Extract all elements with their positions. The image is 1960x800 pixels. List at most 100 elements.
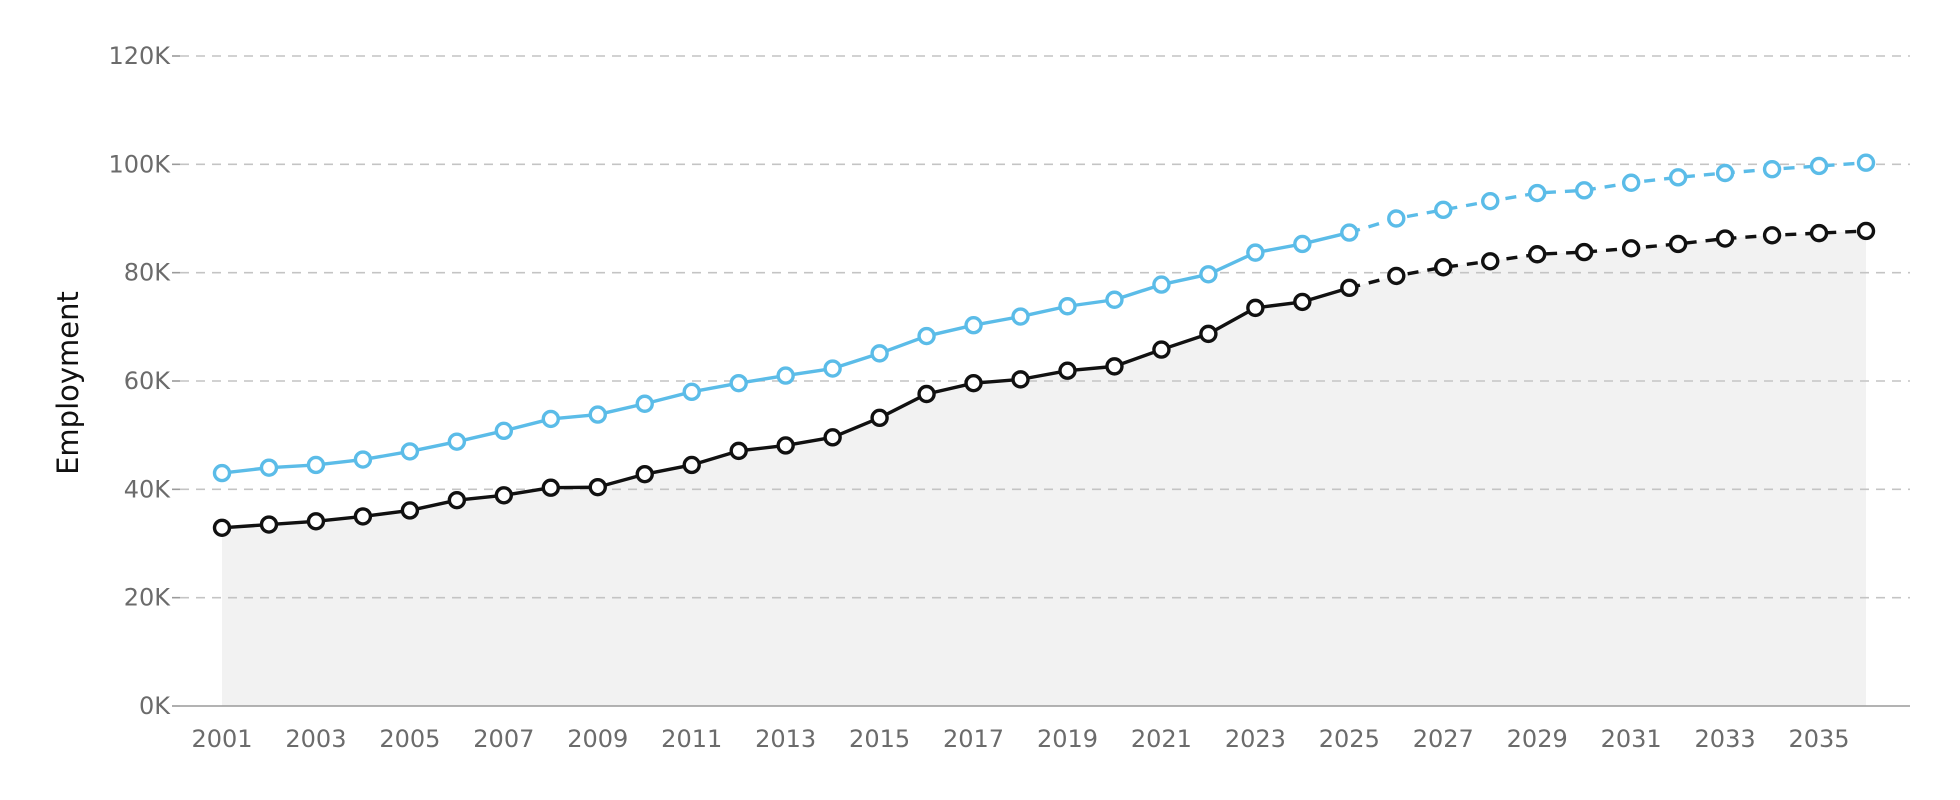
data-point bbox=[400, 442, 420, 461]
data-point bbox=[729, 373, 748, 393]
data-point bbox=[588, 405, 607, 424]
axis-layer: 0K 20K 40K 60K 80K 100K 120K 2001 2003 2005 2007 20… bbox=[108, 42, 1910, 753]
data-point bbox=[729, 441, 748, 461]
data-point bbox=[1621, 239, 1641, 258]
area-fill bbox=[222, 230, 1866, 707]
data-point bbox=[1105, 290, 1124, 309]
data-point bbox=[541, 478, 560, 497]
y-tick-label: 40K bbox=[124, 475, 172, 503]
data-point bbox=[541, 409, 560, 429]
data-point bbox=[1340, 223, 1359, 242]
data-point bbox=[259, 458, 279, 477]
data-point bbox=[682, 382, 701, 402]
data-point bbox=[1481, 252, 1500, 271]
data-point bbox=[1387, 266, 1406, 286]
data-point bbox=[494, 421, 514, 441]
data-point bbox=[1856, 153, 1876, 172]
x-tick-label: 2027 bbox=[1413, 725, 1474, 753]
x-tick-label: 2013 bbox=[755, 725, 816, 753]
data-point bbox=[1715, 163, 1735, 183]
data-point bbox=[1011, 370, 1030, 389]
y-tick-label: 20K bbox=[124, 584, 172, 612]
x-tick-label: 2019 bbox=[1037, 725, 1098, 753]
y-tick-label: 0K bbox=[139, 692, 171, 720]
x-tick-label: 2031 bbox=[1601, 725, 1662, 753]
data-point bbox=[823, 428, 842, 447]
data-point bbox=[1152, 275, 1171, 294]
x-tick-label: 2023 bbox=[1225, 725, 1286, 753]
data-point bbox=[1715, 229, 1735, 248]
data-point bbox=[1058, 361, 1077, 380]
data-point bbox=[1481, 191, 1500, 211]
x-tick-label: 2003 bbox=[285, 725, 346, 753]
data-point bbox=[1668, 234, 1688, 254]
y-axis-label: Employment bbox=[51, 291, 85, 475]
data-point bbox=[1434, 200, 1453, 220]
x-tick-label: 2021 bbox=[1131, 725, 1192, 753]
x-tick-label: 2017 bbox=[943, 725, 1004, 753]
x-tick-label: 2015 bbox=[849, 725, 910, 753]
data-point bbox=[1011, 307, 1030, 326]
data-point bbox=[1340, 278, 1359, 298]
data-point bbox=[212, 518, 232, 537]
data-point bbox=[353, 450, 373, 469]
data-point bbox=[1762, 226, 1782, 245]
data-point bbox=[1762, 160, 1782, 179]
data-point bbox=[1809, 156, 1829, 176]
data-point bbox=[1621, 173, 1641, 192]
area-layer bbox=[222, 230, 1866, 707]
data-point bbox=[494, 486, 514, 505]
data-point bbox=[917, 384, 936, 404]
data-point bbox=[964, 316, 983, 335]
series-line-projected bbox=[1348, 161, 1867, 235]
data-point bbox=[823, 359, 842, 378]
data-point bbox=[1199, 265, 1218, 284]
series-layer bbox=[212, 153, 1876, 537]
x-tick-label: 2011 bbox=[661, 725, 722, 753]
series-2 bbox=[212, 221, 1876, 537]
data-point bbox=[1105, 357, 1124, 376]
data-point bbox=[1199, 324, 1218, 344]
data-point bbox=[1527, 183, 1547, 203]
data-point bbox=[1527, 245, 1547, 264]
y-tick-label: 60K bbox=[124, 367, 172, 395]
data-point bbox=[917, 326, 936, 346]
data-point bbox=[1574, 181, 1594, 200]
x-tick-label: 2005 bbox=[379, 725, 440, 753]
data-point bbox=[212, 463, 232, 483]
data-point bbox=[1152, 340, 1171, 359]
data-point bbox=[259, 515, 279, 534]
data-point bbox=[776, 366, 795, 385]
grid-layer bbox=[180, 55, 1910, 599]
y-tick-label: 80K bbox=[124, 259, 172, 287]
data-point bbox=[635, 464, 654, 484]
series-1 bbox=[212, 153, 1876, 483]
x-tick-label: 2007 bbox=[473, 725, 534, 753]
data-point bbox=[635, 394, 654, 413]
x-tick-label: 2025 bbox=[1319, 725, 1380, 753]
data-point bbox=[870, 408, 889, 428]
data-point bbox=[1856, 221, 1876, 241]
data-point bbox=[1574, 242, 1594, 262]
data-point bbox=[588, 477, 607, 497]
data-point bbox=[353, 507, 373, 526]
data-point bbox=[964, 373, 983, 393]
data-point bbox=[1293, 234, 1312, 254]
data-point bbox=[1058, 297, 1077, 316]
x-tick-label: 2029 bbox=[1507, 725, 1568, 753]
x-tick-label: 2009 bbox=[567, 725, 628, 753]
data-point bbox=[1246, 243, 1265, 262]
y-tick-label: 100K bbox=[108, 150, 171, 178]
y-tick-label: 120K bbox=[108, 42, 171, 70]
data-point bbox=[306, 455, 326, 475]
data-point bbox=[870, 344, 889, 363]
x-tick-label: 2035 bbox=[1788, 725, 1849, 753]
data-point bbox=[1668, 168, 1688, 187]
data-point bbox=[776, 436, 795, 455]
data-point bbox=[1434, 258, 1453, 277]
data-point bbox=[1293, 292, 1312, 312]
data-point bbox=[400, 501, 420, 520]
x-tick-label: 2001 bbox=[191, 725, 252, 753]
